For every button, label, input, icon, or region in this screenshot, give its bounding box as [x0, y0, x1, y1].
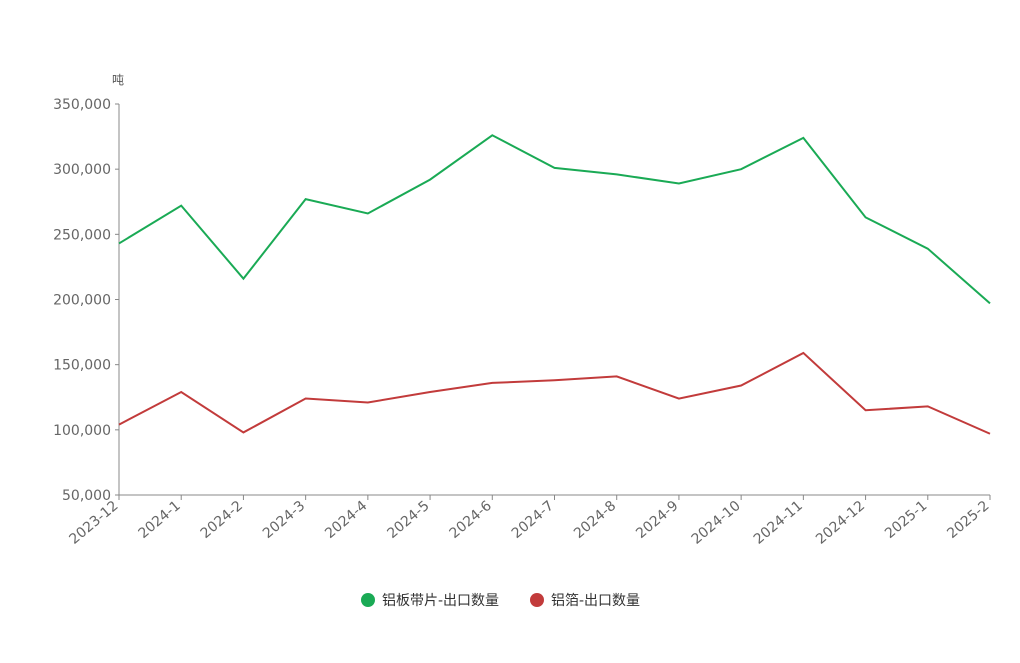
y-tick-label: 150,000 [53, 358, 111, 374]
x-tick-label: 2024-6 [447, 498, 495, 542]
x-tick-label: 2025-1 [882, 498, 930, 542]
legend-marker [361, 593, 375, 607]
y-axis-unit: 吨 [112, 73, 124, 87]
y-tick-label: 300,000 [53, 162, 111, 178]
x-tick-label: 2024-5 [384, 498, 432, 542]
x-tick-label: 2023-12 [66, 498, 121, 548]
y-tick-label: 250,000 [53, 227, 111, 243]
legend-marker [530, 593, 544, 607]
x-tick-label: 2024-7 [509, 498, 557, 542]
x-tick-label: 2024-8 [571, 498, 619, 542]
legend-label: 铝板带片-出口数量 [382, 593, 499, 609]
x-tick-label: 2025-2 [944, 498, 992, 542]
y-tick-label: 100,000 [53, 423, 111, 439]
x-tick-label: 2024-4 [322, 498, 370, 542]
x-tick-label: 2024-2 [198, 498, 246, 542]
x-tick-label: 2024-9 [633, 498, 681, 542]
x-tick-label: 2024-1 [136, 498, 184, 542]
y-tick-label: 50,000 [62, 488, 111, 504]
x-tick-label: 2024-3 [260, 498, 308, 542]
x-tick-label: 2024-11 [751, 498, 806, 548]
series-line [118, 134, 991, 305]
y-tick-label: 200,000 [53, 293, 111, 309]
y-tick-label: 350,000 [53, 97, 111, 113]
legend-label: 铝箔-出口数量 [551, 593, 640, 609]
series-line [118, 351, 991, 435]
x-tick-label: 2024-10 [689, 498, 744, 548]
x-tick-label: 2024-12 [813, 498, 868, 548]
